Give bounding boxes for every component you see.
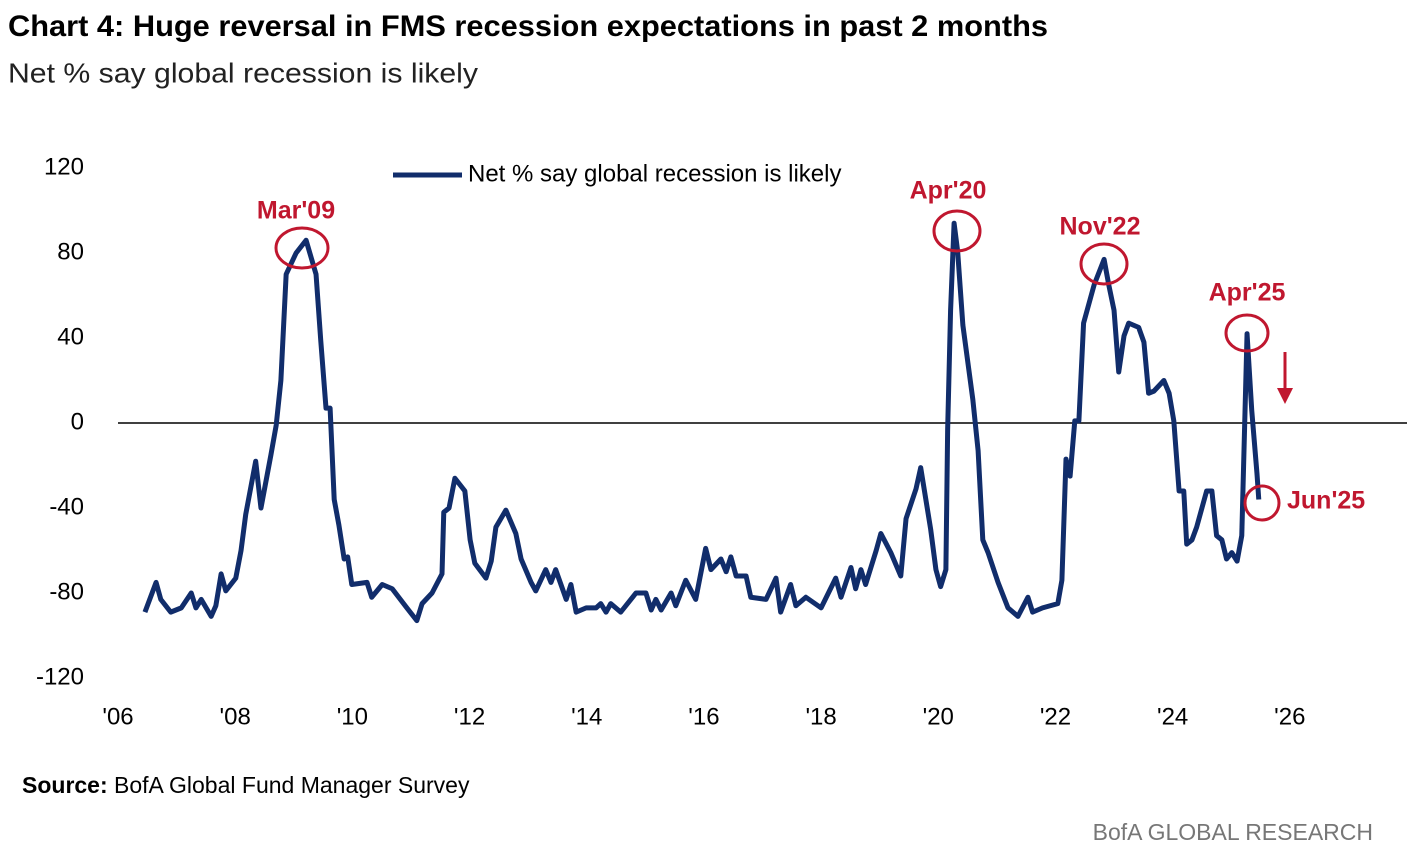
annotation-circle — [932, 209, 982, 253]
y-tick-label: -120 — [36, 663, 84, 690]
annotation-circle — [274, 226, 330, 270]
series-line — [142, 220, 1262, 624]
source: Source: BofA Global Fund Manager Survey — [22, 772, 470, 798]
annotation-label: Jun'25 — [1287, 487, 1365, 515]
footer: BofA GLOBAL RESEARCH — [1093, 819, 1373, 845]
x-tick-label: '22 — [1040, 703, 1071, 730]
chart-subtitle: Net % say global recession is likely — [8, 57, 478, 88]
legend-label: Net % say global recession is likely — [468, 160, 842, 187]
x-tick-label: '12 — [454, 703, 485, 730]
annotation-circle — [1224, 313, 1270, 353]
x-tick-label: '18 — [805, 703, 836, 730]
annotation-arrowhead — [1277, 388, 1293, 404]
annotation-label: Nov'22 — [1060, 213, 1141, 241]
chart-title: Chart 4: Huge reversal in FMS recession … — [8, 10, 1048, 43]
x-tick-label: '06 — [102, 703, 133, 730]
source-text: BofA Global Fund Manager Survey — [114, 772, 470, 798]
x-tick-label: '14 — [571, 703, 602, 730]
y-tick-label: -80 — [49, 578, 84, 605]
annotation-circle — [1079, 242, 1129, 286]
annotation-label: Apr'20 — [910, 177, 987, 205]
x-tick-label: '20 — [923, 703, 954, 730]
y-tick-label: -40 — [49, 493, 84, 520]
y-tick-label: 40 — [57, 323, 84, 350]
x-tick-label: '10 — [337, 703, 368, 730]
x-tick-label: '26 — [1274, 703, 1305, 730]
x-tick-label: '08 — [220, 703, 251, 730]
y-tick-label: 0 — [71, 408, 84, 435]
annotation-label: Mar'09 — [257, 197, 335, 225]
y-tick-label: 80 — [57, 238, 84, 265]
source-label: Source: — [22, 772, 108, 798]
x-tick-label: '24 — [1157, 703, 1188, 730]
annotation-circle — [1243, 484, 1281, 522]
y-tick-label: 120 — [44, 153, 84, 180]
annotation-label: Apr'25 — [1209, 279, 1286, 307]
x-tick-label: '16 — [688, 703, 719, 730]
